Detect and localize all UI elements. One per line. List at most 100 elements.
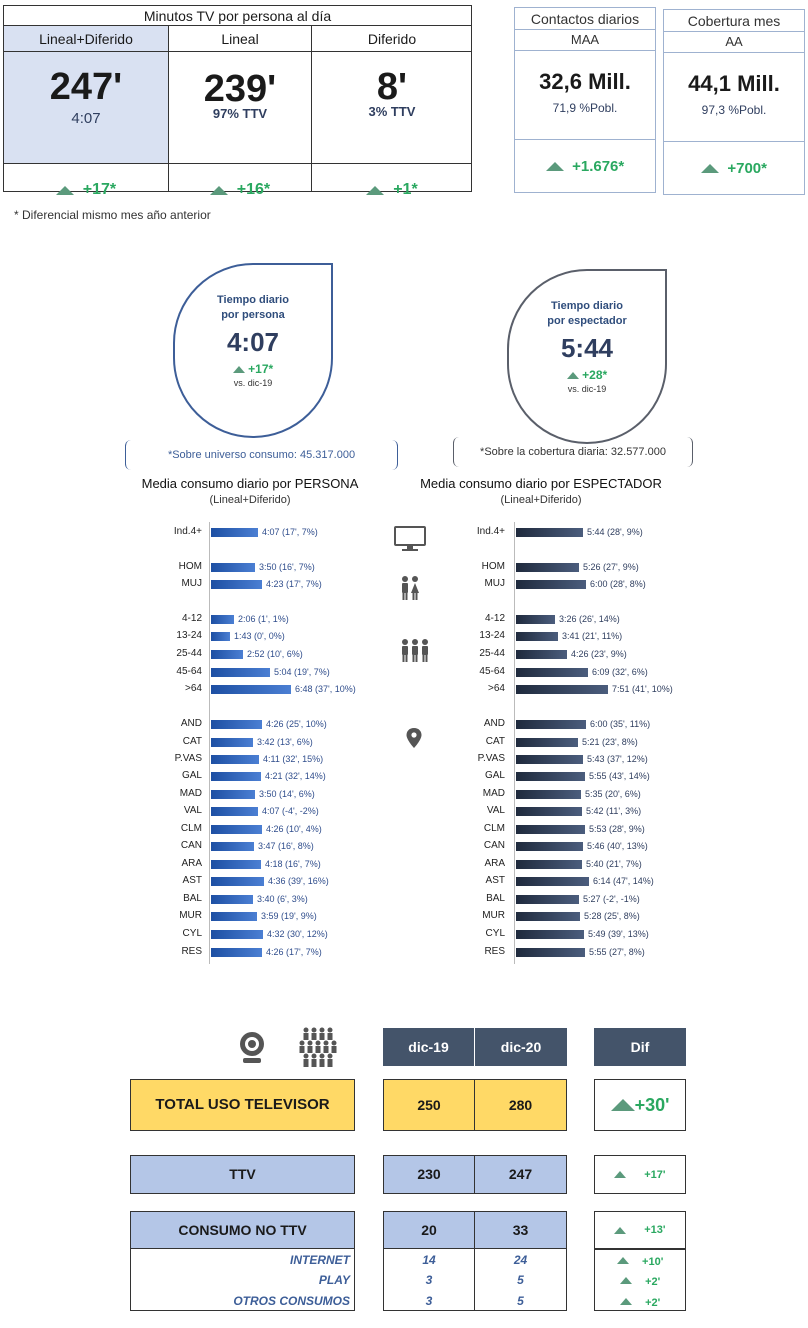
kpi-title: Cobertura mes [664, 10, 804, 32]
bar [211, 615, 234, 624]
data-label: 5:55 (43', 14%) [589, 771, 650, 781]
category-label: P.VAS [477, 753, 505, 764]
category-label: Ind.4+ [476, 526, 505, 537]
data-label: 4:07 (-4', -2%) [262, 806, 319, 816]
col-body: 239' 97% TTV [169, 52, 311, 164]
up-triangle-icon [614, 1171, 627, 1178]
data-label: 5:46 (40', 13%) [587, 841, 648, 851]
category-label: BAL [486, 893, 505, 904]
category-label: >64 [185, 683, 202, 694]
chart-title-persona: Media consumo diario por PERSONA [141, 476, 359, 491]
category-label: HOM [481, 561, 505, 572]
drop-value: 4:07 [226, 327, 280, 357]
bar [516, 580, 586, 589]
cell-nottv-dif: +13' [594, 1211, 686, 1249]
bar [211, 563, 255, 572]
up-triangle-icon [616, 1257, 629, 1265]
data-label: 4:36 (39', 16%) [268, 876, 329, 886]
row-total-uso-televisor: TOTAL USO TELEVISOR [130, 1079, 355, 1131]
category-label: CAN [483, 840, 505, 851]
couple-icon [402, 576, 419, 600]
category-label: VAL [183, 805, 202, 816]
bar [211, 632, 230, 641]
category-label: 45-64 [479, 666, 505, 677]
chart-subtitle-espectador: (Lineal+Diferido) [500, 494, 582, 506]
bar [211, 650, 243, 659]
chart-subtitle-persona: (Lineal+Diferido) [209, 494, 291, 506]
col-header-dic19: dic-19 [383, 1028, 474, 1066]
bar [211, 720, 262, 729]
col-header: Diferido [312, 26, 472, 52]
bar [211, 685, 291, 694]
cell-ttv-dic20: 247 [474, 1155, 567, 1194]
bar [516, 825, 585, 834]
subrows-frame [130, 1249, 355, 1311]
subrows-divider [474, 1249, 475, 1311]
col-header: Lineal [169, 26, 311, 52]
kpi-value: 32,6 Mill. [539, 69, 631, 94]
subrows-values-frame [383, 1249, 567, 1311]
bar [211, 738, 253, 747]
category-label: P.VAS [174, 753, 202, 764]
category-label: CAT [485, 736, 505, 747]
data-label: 4:23 (17', 7%) [266, 579, 322, 589]
up-triangle-icon [232, 366, 245, 374]
row-internet: INTERNET [290, 1253, 350, 1267]
up-triangle-icon [619, 1298, 632, 1306]
col-value: 8' [376, 66, 408, 108]
cell-play-dif: +2' [596, 1272, 684, 1290]
data-label: 6:00 (35', 11%) [590, 719, 651, 729]
col-diff: +16* [169, 164, 311, 216]
category-label: GAL [181, 770, 202, 781]
bar [516, 895, 579, 904]
location-pin-icon [406, 728, 422, 748]
drop-label-1: Tiempo diario [551, 300, 623, 312]
cell-otros-dic20: 5 [517, 1294, 524, 1308]
chart-title-espectador: Media consumo diario por ESPECTADOR [420, 476, 662, 491]
data-label: 5:35 (20', 6%) [585, 789, 641, 799]
data-label: 5:49 (39', 13%) [588, 929, 649, 939]
bar [516, 807, 582, 816]
universe-note-espectador: *Sobre la cobertura diaria: 32.577.000 [453, 437, 693, 467]
category-label: GAL [484, 770, 505, 781]
up-triangle-icon [701, 163, 720, 173]
category-label: CYL [485, 928, 505, 939]
cell-total-dic20: 280 [474, 1079, 567, 1131]
data-label: 4:11 (32', 15%) [263, 754, 324, 764]
tv-icon [394, 526, 426, 551]
bar [211, 912, 257, 921]
data-label: 5:28 (25', 8%) [584, 911, 640, 921]
drop-value: 5:44 [560, 333, 614, 363]
data-label: 3:50 (16', 7%) [259, 562, 315, 572]
col-sub: 4:07 [71, 110, 101, 127]
up-triangle-icon [566, 372, 579, 380]
cell-internet-dif: +10' [596, 1252, 684, 1270]
category-label: ARA [484, 858, 505, 869]
kpi-body: 44,1 Mill. 97,3 %Pobl. [664, 52, 804, 142]
bar [516, 860, 582, 869]
minutes-table: Minutos TV por persona al día Lineal+Dif… [3, 5, 472, 198]
kpi-sub: MAA [570, 32, 600, 47]
bar [516, 842, 583, 851]
col-header-dif: Dif [594, 1028, 686, 1066]
category-label: MUR [179, 910, 202, 921]
category-label: ARA [181, 858, 202, 869]
data-label: 4:18 (16', 7%) [265, 859, 321, 869]
kpi-diff: +700* [664, 142, 804, 194]
cell-internet-dic19: 14 [422, 1253, 436, 1267]
category-label: CLM [483, 823, 505, 834]
up-triangle-icon [209, 185, 228, 195]
data-label: 6:00 (28', 8%) [590, 579, 646, 589]
crowd-icon [299, 1027, 337, 1067]
category-label: VAL [486, 805, 505, 816]
data-label: 3:26 (26', 14%) [559, 614, 620, 624]
data-label: 4:21 (32', 14%) [265, 771, 326, 781]
cell-otros-dic19: 3 [425, 1294, 433, 1308]
bar [211, 528, 258, 537]
col-lineal: Lineal 239' 97% TTV +16* [169, 26, 312, 198]
cell-otros-dif: +2' [596, 1293, 684, 1311]
footnote: * Diferencial mismo mes año anterior [14, 208, 211, 222]
kpi-value: 44,1 Mill. [688, 71, 780, 96]
data-label: 4:26 (10', 4%) [266, 824, 322, 834]
kpi-cobertura-mes: Cobertura mes AA 44,1 Mill. 97,3 %Pobl. … [663, 9, 805, 195]
